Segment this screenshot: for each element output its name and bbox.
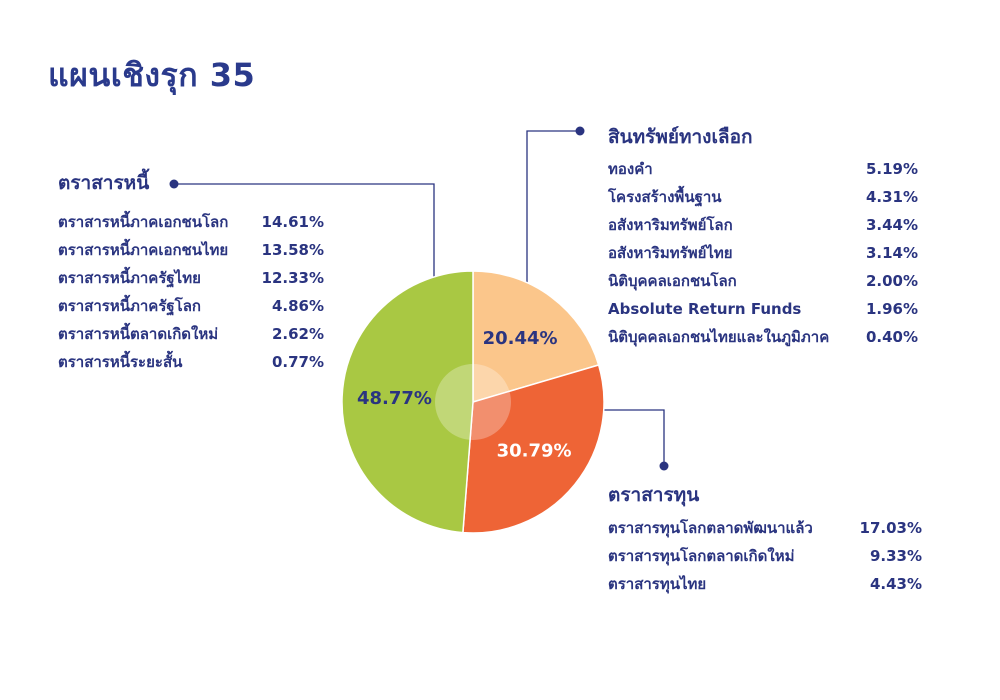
alternative-item-row: นิติบุคคลเอกชนไทยและในภูมิภาค 0.40% bbox=[608, 323, 918, 351]
equity-connector-line bbox=[600, 409, 665, 466]
equity-item-name: ตราสารทุนไทย bbox=[608, 575, 707, 593]
debt-item-name: ตราสารหนี้ภาคเอกชนไทย bbox=[58, 241, 229, 259]
alternative-item-row: อสังหาริมทรัพย์ไทย 3.14% bbox=[608, 239, 918, 267]
debt-item-row: ตราสารหนี้ภาครัฐไทย 12.33% bbox=[58, 264, 324, 292]
alternative-item-name: Absolute Return Funds bbox=[608, 300, 802, 318]
equity-item-row: ตราสารทุนโลกตลาดพัฒนาแล้ว 17.03% bbox=[608, 514, 922, 542]
debt-item-value: 12.33% bbox=[261, 269, 324, 287]
debt-item-name: ตราสารหนี้ภาครัฐโลก bbox=[58, 297, 202, 315]
alternative-item-name: โครงสร้างพื้นฐาน bbox=[608, 188, 722, 206]
alternative-connector-line bbox=[526, 130, 580, 290]
alternative-item-name: อสังหาริมทรัพย์โลก bbox=[608, 216, 733, 234]
pie-center-highlight bbox=[435, 364, 511, 440]
debt-item-row: ตราสารหนี้ภาคเอกชนโลก 14.61% bbox=[58, 208, 324, 236]
debt-title: ตราสารหนี้ bbox=[58, 172, 150, 194]
debt-item-name: ตราสารหนี้ภาคเอกชนโลก bbox=[58, 213, 229, 231]
debt-item-name: ตราสารหนี้ตลาดเกิดใหม่ bbox=[58, 325, 219, 343]
debt-item-name: ตราสารหนี้ระยะสั้น bbox=[58, 353, 183, 371]
debt-breakdown: ตราสารหนี้ ตราสารหนี้ภาคเอกชนโลก 14.61% ตร… bbox=[58, 168, 324, 376]
debt-item-value: 4.86% bbox=[271, 297, 324, 315]
pie-slice-labels: 20.44% 30.79% 48.77% bbox=[357, 328, 572, 461]
debt-connector-line bbox=[174, 183, 435, 278]
alternative-item-row: Absolute Return Funds 1.96% bbox=[608, 295, 918, 323]
alternative-title: สินทรัพย์ทางเลือก bbox=[608, 126, 753, 148]
alternative-item-value: 0.40% bbox=[865, 328, 918, 346]
debt-slice-label: 48.77% bbox=[357, 388, 432, 409]
alternative-item-name: นิติบุคคลเอกชนโลก bbox=[608, 272, 737, 290]
debt-item-value: 0.77% bbox=[271, 353, 324, 371]
equity-item-row: ตราสารทุนไทย 4.43% bbox=[608, 570, 922, 598]
page-title: แผนเชิงรุก 35 bbox=[48, 56, 256, 94]
alternative-item-value: 3.44% bbox=[865, 216, 918, 234]
alternative-item-value: 1.96% bbox=[865, 300, 918, 318]
debt-slice bbox=[341, 270, 474, 534]
equity-item-value: 17.03% bbox=[859, 519, 922, 537]
alternative-slice-label: 20.44% bbox=[483, 328, 558, 349]
equity-connector-dot bbox=[659, 461, 669, 471]
equity-slice bbox=[462, 364, 605, 534]
alternative-slice bbox=[472, 270, 600, 404]
debt-item-name: ตราสารหนี้ภาครัฐไทย bbox=[58, 269, 201, 287]
equity-item-name: ตราสารทุนโลกตลาดเกิดใหม่ bbox=[608, 547, 795, 565]
equity-item-name: ตราสารทุนโลกตลาดพัฒนาแล้ว bbox=[608, 519, 813, 537]
equity-title: ตราสารทุน bbox=[608, 484, 700, 506]
pie-slices bbox=[341, 270, 605, 534]
debt-connector-dot bbox=[169, 179, 179, 189]
equity-breakdown: ตราสารทุน ตราสารทุนโลกตลาดพัฒนาแล้ว 17.03… bbox=[608, 480, 922, 598]
alternative-breakdown: สินทรัพย์ทางเลือก ทองคำ 5.19% โครงสร้างพื้… bbox=[608, 122, 918, 351]
alternative-item-value: 2.00% bbox=[865, 272, 918, 290]
debt-item-value: 13.58% bbox=[261, 241, 324, 259]
debt-item-value: 14.61% bbox=[261, 213, 324, 231]
alternative-connector-dot bbox=[575, 126, 585, 136]
debt-item-row: ตราสารหนี้ตลาดเกิดใหม่ 2.62% bbox=[58, 320, 324, 348]
equity-item-value: 9.33% bbox=[869, 547, 922, 565]
equity-slice-label: 30.79% bbox=[497, 441, 572, 462]
alternative-item-row: โครงสร้างพื้นฐาน 4.31% bbox=[608, 183, 918, 211]
debt-item-value: 2.62% bbox=[271, 325, 324, 343]
debt-item-row: ตราสารหนี้ภาครัฐโลก 4.86% bbox=[58, 292, 324, 320]
alternative-item-value: 5.19% bbox=[865, 160, 918, 178]
equity-item-value: 4.43% bbox=[869, 575, 922, 593]
alternative-item-value: 4.31% bbox=[865, 188, 918, 206]
debt-item-row: ตราสารหนี้ภาคเอกชนไทย 13.58% bbox=[58, 236, 324, 264]
alternative-item-row: นิติบุคคลเอกชนโลก 2.00% bbox=[608, 267, 918, 295]
alternative-item-value: 3.14% bbox=[865, 244, 918, 262]
alternative-item-name: อสังหาริมทรัพย์ไทย bbox=[608, 244, 733, 262]
debt-item-row: ตราสารหนี้ระยะสั้น 0.77% bbox=[58, 348, 324, 376]
alternative-item-name: นิติบุคคลเอกชนไทยและในภูมิภาค bbox=[608, 328, 830, 346]
alternative-item-row: อสังหาริมทรัพย์โลก 3.44% bbox=[608, 211, 918, 239]
alternative-item-name: ทองคำ bbox=[608, 160, 653, 178]
equity-item-row: ตราสารทุนโลกตลาดเกิดใหม่ 9.33% bbox=[608, 542, 922, 570]
connector-lines bbox=[169, 126, 669, 471]
alternative-item-row: ทองคำ 5.19% bbox=[608, 155, 918, 183]
